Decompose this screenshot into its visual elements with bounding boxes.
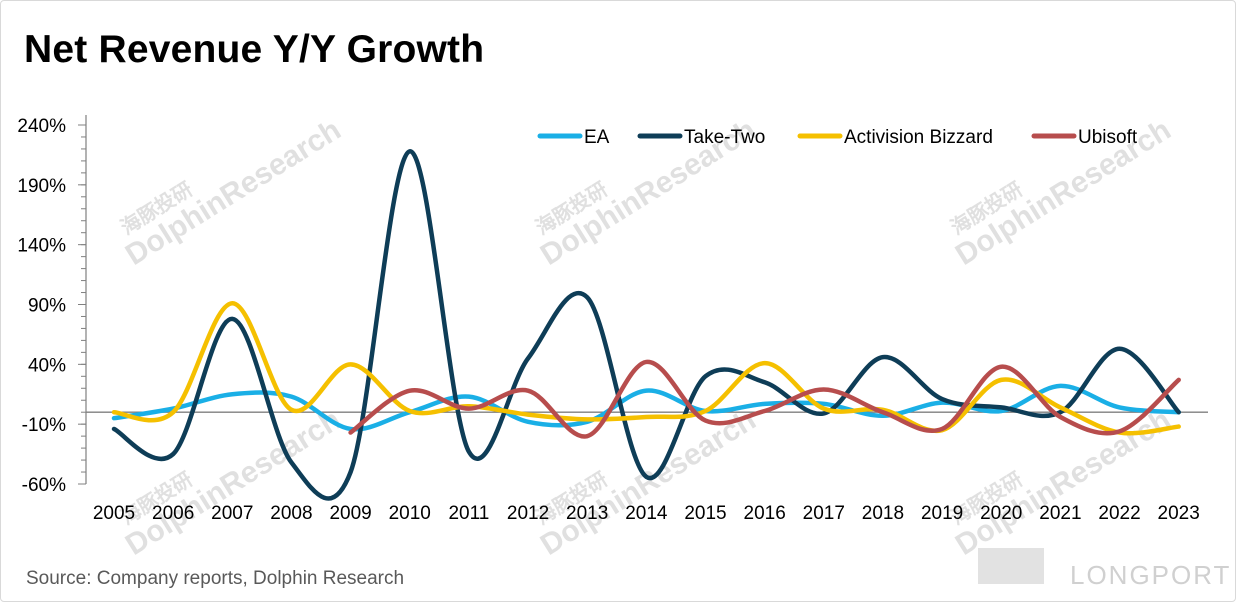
x-tick-label: 2009 bbox=[329, 503, 371, 524]
series-line-take-two bbox=[111, 149, 1181, 501]
watermark-en-text: DolphinResearch bbox=[950, 403, 1177, 562]
series-line-ubisoft bbox=[348, 359, 1181, 439]
y-tick-label: -60% bbox=[22, 475, 66, 496]
legend-item-ubisoft: Ubisoft bbox=[1031, 127, 1138, 148]
y-tick-label: -10% bbox=[22, 415, 66, 436]
legend-label-ubisoft: Ubisoft bbox=[1078, 127, 1138, 148]
chart-title: Net Revenue Y/Y Growth bbox=[24, 28, 485, 71]
x-tick-label: 2013 bbox=[566, 503, 608, 524]
x-tick-label: 2021 bbox=[1039, 503, 1081, 524]
longport-logo-mark bbox=[978, 548, 1044, 584]
x-tick-label: 2020 bbox=[980, 503, 1022, 524]
x-tick-label: 2007 bbox=[211, 503, 253, 524]
x-tick-label: 2010 bbox=[389, 503, 431, 524]
y-tick-label: 40% bbox=[28, 355, 66, 376]
source-note: Source: Company reports, Dolphin Researc… bbox=[26, 568, 405, 589]
x-tick-label: 2014 bbox=[625, 503, 668, 524]
legend-item-ea: EA bbox=[537, 127, 610, 148]
y-tick-label: 240% bbox=[17, 116, 66, 137]
chart-legend: EA Take-Two Activision Bizzard Ubisoft bbox=[537, 127, 1138, 148]
series-activision-bizzard bbox=[111, 301, 1181, 436]
series-ea bbox=[111, 383, 1181, 432]
x-tick-label: 2017 bbox=[803, 503, 845, 524]
x-tick-label: 2008 bbox=[270, 503, 312, 524]
legend-label-activision-bizzard: Activision Bizzard bbox=[844, 127, 993, 148]
series-take-two bbox=[111, 149, 1181, 501]
x-tick-label: 2011 bbox=[448, 503, 489, 524]
x-tick-label: 2018 bbox=[862, 503, 904, 524]
watermark-en-text: DolphinResearch bbox=[120, 113, 347, 272]
x-tick-label: 2005 bbox=[93, 503, 135, 524]
series-ubisoft bbox=[348, 359, 1181, 439]
y-tick-label: 140% bbox=[17, 236, 66, 257]
legend-label-ea: EA bbox=[584, 127, 610, 148]
chart-axes: -60% -10% 40% 90% 140% 190% 240% 2005 2006 2007 20… bbox=[17, 115, 1208, 524]
x-tick-label: 2016 bbox=[744, 503, 786, 524]
chart-series-layer bbox=[111, 149, 1181, 501]
x-tick-label: 2006 bbox=[152, 503, 194, 524]
longport-logo: LONGPORT bbox=[978, 548, 1231, 590]
watermark-en-text: DolphinResearch bbox=[120, 403, 347, 562]
legend-item-take-two: Take-Two bbox=[637, 127, 765, 148]
series-line-activision-bizzard bbox=[111, 301, 1181, 436]
x-tick-label: 2012 bbox=[507, 503, 549, 524]
x-tick-label: 2015 bbox=[684, 503, 726, 524]
x-tick-label: 2022 bbox=[1098, 503, 1140, 524]
x-tick-label: 2019 bbox=[921, 503, 963, 524]
y-tick-label: 90% bbox=[28, 296, 66, 317]
longport-logo-text: LONGPORT bbox=[1070, 560, 1231, 590]
y-tick-label: 190% bbox=[17, 176, 66, 197]
legend-label-take-two: Take-Two bbox=[684, 127, 765, 148]
series-line-ea bbox=[111, 383, 1181, 432]
x-tick-label: 2023 bbox=[1158, 503, 1200, 524]
legend-item-activision-bizzard: Activision Bizzard bbox=[797, 127, 993, 148]
